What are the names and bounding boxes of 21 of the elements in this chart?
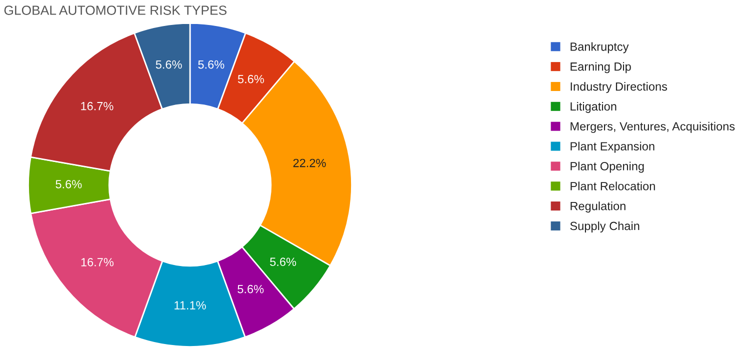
data-label: 5.6% [270,258,296,266]
data-label: 5.6% [198,60,224,69]
legend-label: Earning Dip [570,62,631,74]
legend-label: Plant Opening [570,162,644,173]
data-label: 16.7% [81,258,114,266]
data-label: 5.6% [238,284,264,294]
legend-label: Supply Chain [570,221,640,232]
data-label: 5.6% [56,180,82,188]
data-label: 5.6% [156,60,182,69]
chart-title: GLOBAL AUTOMOTIVE RISK TYPES [4,6,227,15]
legend-label: Industry Directions [570,82,668,94]
legend-label: Plant Expansion [570,142,654,153]
data-label: 16.7% [81,102,114,110]
data-label: 22.2% [293,158,326,168]
data-label: 11.1% [174,301,206,310]
legend-label: Regulation [570,202,626,213]
legend-label: Mergers, Ventures, Acquisitions [570,122,735,133]
legend-label: Litigation [570,102,616,113]
legend-label: Plant Relocation [570,182,655,190]
legend-label: Bankruptcy [570,42,629,54]
data-label: 5.6% [238,74,264,84]
